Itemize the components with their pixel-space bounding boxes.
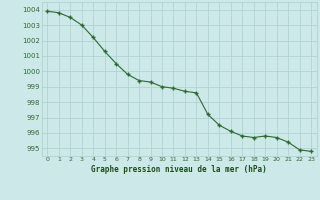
X-axis label: Graphe pression niveau de la mer (hPa): Graphe pression niveau de la mer (hPa) <box>91 165 267 174</box>
